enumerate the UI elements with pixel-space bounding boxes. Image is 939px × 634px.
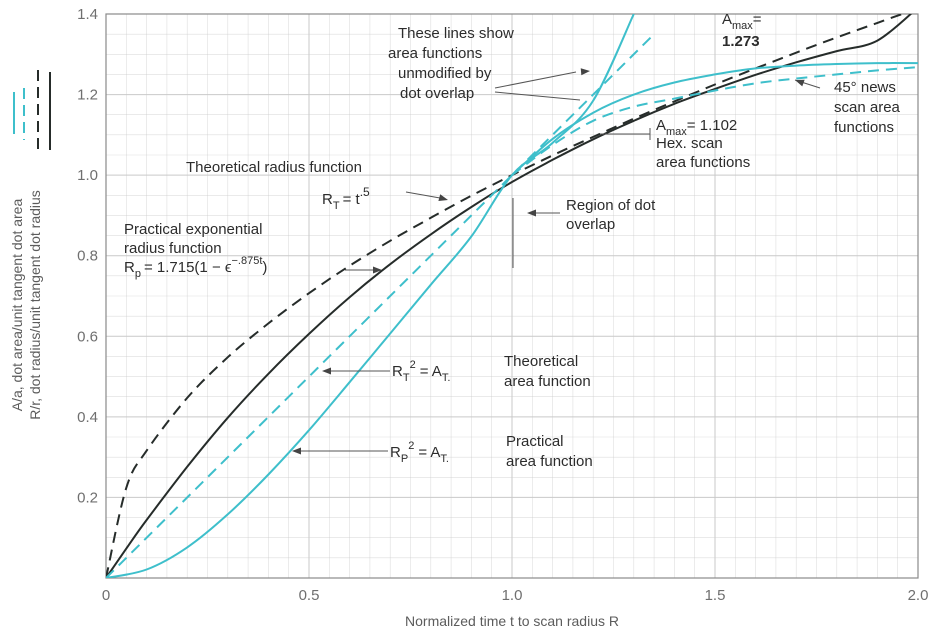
arrowhead-news <box>795 79 805 87</box>
curve-at_theory <box>106 33 655 578</box>
plot-frame <box>105 13 919 579</box>
y-tick-label: 0.2 <box>77 489 98 506</box>
curves <box>106 14 918 578</box>
y-tick-label: 1.2 <box>77 87 98 104</box>
y-axis-label-line1: A/a, dot area/unit tangent dot area <box>9 199 25 412</box>
x-tick-label: 2.0 <box>908 587 929 604</box>
ann-unmodified-line1: These lines show <box>398 25 514 42</box>
y-axis-label: A/a, dot area/unit tangent dot area R/r,… <box>9 190 43 420</box>
arrowhead-unmodified-a <box>580 68 590 76</box>
annotation-rp-equation: Rp = 1.715(1 − ϵ−.875t) <box>124 255 267 280</box>
annotation-pointers <box>292 68 821 455</box>
curve-rp <box>106 14 913 578</box>
arrowhead-overlap <box>527 209 536 217</box>
y-tick-label: 0.4 <box>77 409 98 426</box>
ann-news-line1: 45° news <box>834 79 896 96</box>
annotation-unmodified: These lines show area functions unmodifi… <box>388 25 514 102</box>
annotation-theoretical-area: RT2 = AT. Theoretical area function <box>392 353 591 390</box>
annotation-rt-equation: RT = t.5 <box>322 185 370 212</box>
ann-news-line2: scan area <box>834 99 901 116</box>
ann-theoretical-area-line2: area function <box>504 373 591 390</box>
pointer-unmodified-b <box>494 91 581 101</box>
curve-ap_practical <box>106 14 635 578</box>
annotation-theoretical-radius: Theoretical radius function <box>186 159 362 176</box>
x-tick-label: 1.5 <box>705 587 726 604</box>
y-label-legend-swatches <box>13 70 51 150</box>
y-tick-label: 0.8 <box>77 248 98 265</box>
ann-hex-line1: Hex. scan <box>656 135 723 152</box>
ann-unmodified-line3: unmodified by <box>398 65 492 82</box>
annotation-amax-news: Amax= 1.273 <box>722 11 762 50</box>
ann-practical-area-line2: area function <box>506 453 593 470</box>
curve-hex <box>511 62 918 176</box>
x-tick-labels: 0 0.5 1.0 1.5 2.0 <box>102 587 929 604</box>
x-tick-label: 0.5 <box>299 587 320 604</box>
pointer-rt <box>405 191 441 199</box>
y-tick-label: 0.6 <box>77 328 98 345</box>
y-tick-label: 1.4 <box>77 6 98 23</box>
curve-rt <box>106 14 906 578</box>
ann-overlap-line2: overlap <box>566 216 615 233</box>
curve-news <box>511 66 918 176</box>
ann-practical-exp-line2: radius function <box>124 240 222 257</box>
y-axis-label-line2: R/r, dot radius/unit tangent dot radius <box>27 190 43 420</box>
annotation-at-equation: RT2 = AT. <box>392 359 450 384</box>
annotation-overlap: Region of dot overlap <box>566 197 656 233</box>
annotation-practical-area: RP2 = AT. Practical area function <box>390 433 593 470</box>
y-tick-labels: 0.2 0.4 0.6 0.8 1.0 1.2 1.4 <box>77 6 98 506</box>
ann-hex-line2: area functions <box>656 154 750 171</box>
arrowhead-at <box>322 367 331 375</box>
arrowhead-rp <box>373 266 382 274</box>
ann-practical-exp-line1: Practical exponential <box>124 221 262 238</box>
ann-unmodified-line4: dot overlap <box>400 85 474 102</box>
annotation-practical-exponential: Practical exponential radius function Rp… <box>124 221 267 280</box>
amax-news-value: 1.273 <box>722 33 760 50</box>
arrowhead-rt <box>438 194 448 202</box>
y-tick-label: 1.0 <box>77 167 98 184</box>
ann-theoretical-area-line1: Theoretical <box>504 353 578 370</box>
ann-overlap-line1: Region of dot <box>566 197 656 214</box>
ann-unmodified-line2: area functions <box>388 45 482 62</box>
x-tick-label: 1.0 <box>502 587 523 604</box>
amax-hex-text: Amax= 1.102 <box>656 117 737 138</box>
ann-news-line3: functions <box>834 119 894 136</box>
arrowhead-ap <box>292 447 301 455</box>
x-axis-label: Normalized time t to scan radius R <box>405 613 619 629</box>
ann-practical-area-line1: Practical <box>506 433 564 450</box>
annotation-news-scan: 45° news scan area functions <box>834 79 901 136</box>
pointer-unmodified-a <box>494 71 577 89</box>
annotation-amax-hex: Amax= 1.102 Hex. scan area functions <box>656 117 750 171</box>
annotation-ap-equation: RP2 = AT. <box>390 440 449 465</box>
amax-news-text: Amax= <box>722 11 762 32</box>
plot-border <box>105 13 919 579</box>
grid <box>106 14 918 578</box>
x-tick-label: 0 <box>102 587 110 604</box>
